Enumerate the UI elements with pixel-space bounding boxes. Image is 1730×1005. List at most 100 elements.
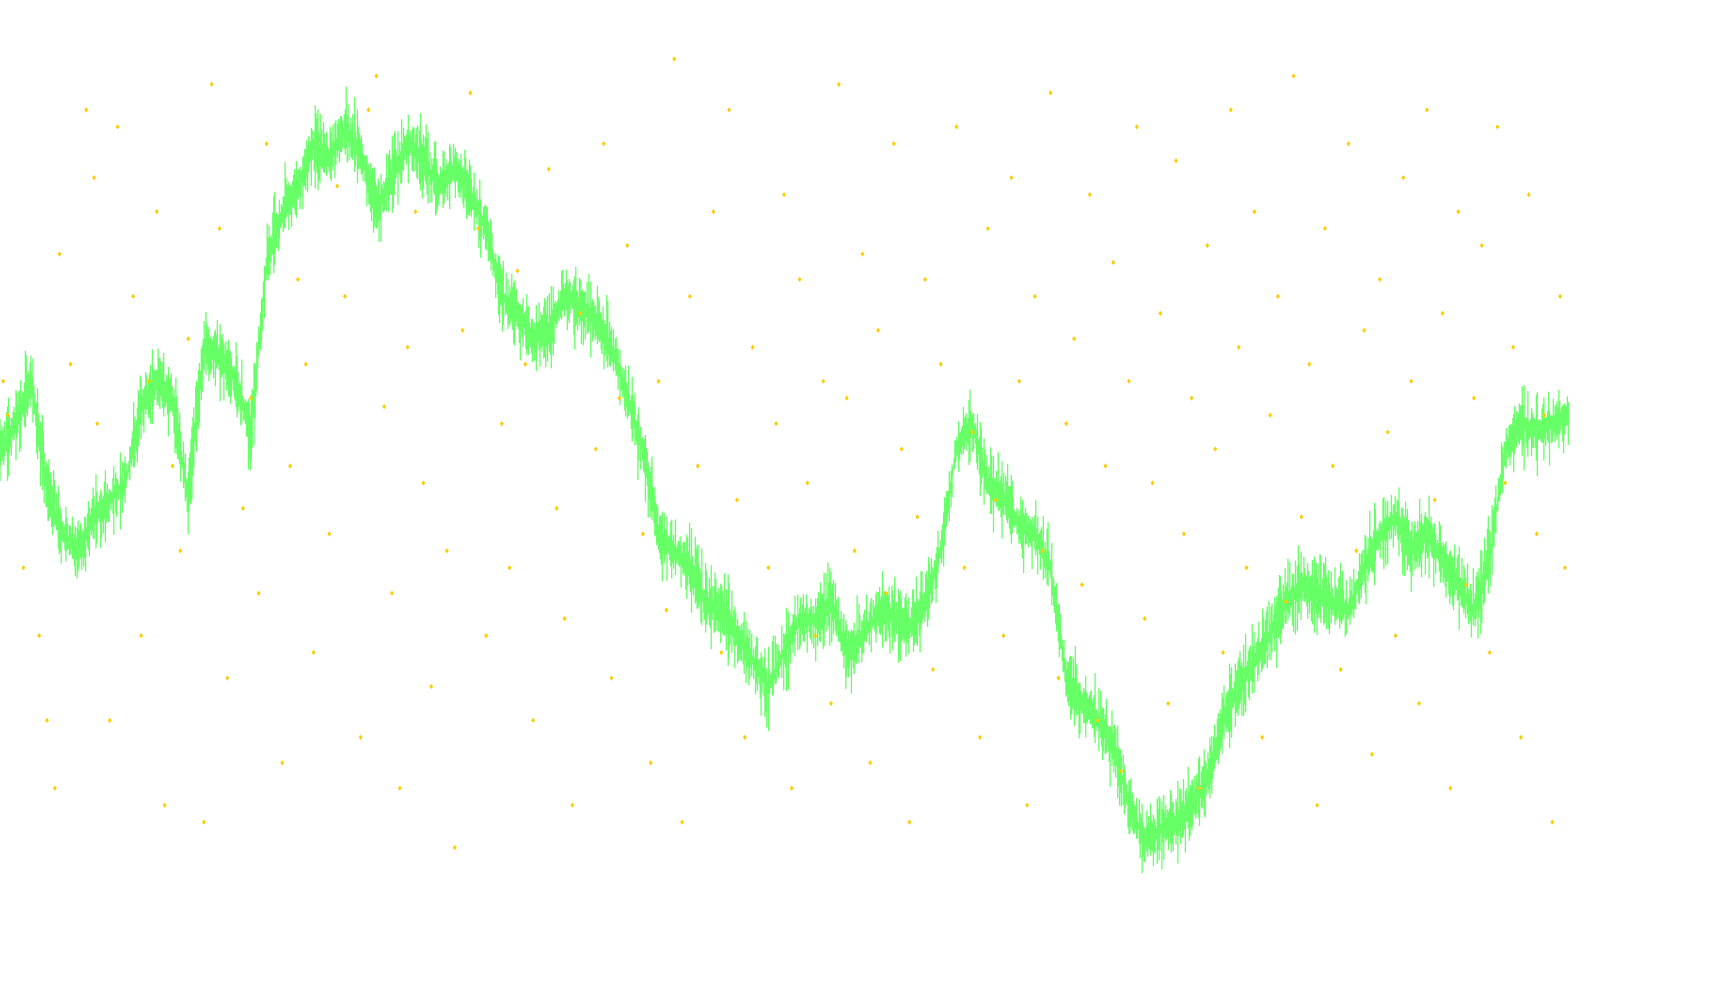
scatter-point (1299, 514, 1304, 520)
scatter-point (1268, 412, 1273, 418)
scatter-point (84, 107, 89, 113)
scatter-point (1189, 395, 1194, 401)
scatter-point (1064, 421, 1069, 427)
scatter-point (1236, 344, 1241, 350)
scatter-point (1471, 395, 1476, 401)
scatter-point (460, 327, 465, 333)
scatter-point (468, 90, 473, 96)
scatter-point (797, 276, 802, 283)
scatter-point (836, 81, 841, 87)
scatter-point (593, 446, 598, 452)
scatter-point (1401, 175, 1406, 181)
scatter-point (1174, 158, 1178, 164)
scatter-point (899, 446, 904, 452)
scatter-point (1534, 531, 1539, 537)
scatter-point (1323, 225, 1327, 232)
scatter-point (1464, 582, 1469, 588)
scatter-point (695, 463, 700, 469)
scatter-point (154, 209, 159, 215)
scatter-point (680, 819, 685, 825)
scatter-point (985, 225, 990, 232)
scatter-point (813, 633, 818, 639)
scatter-point (1095, 717, 1100, 723)
scatter-point (1158, 310, 1163, 316)
scatter-point (413, 209, 418, 215)
scatter-point (484, 633, 489, 639)
scatter-point (280, 760, 285, 766)
scatter-point (672, 56, 677, 62)
scatter-point (405, 344, 410, 350)
scatter-point (1558, 293, 1563, 299)
scatter-point (915, 514, 920, 520)
scatter-point (750, 344, 755, 350)
scatter-point (664, 607, 669, 613)
scatter-point (57, 251, 62, 257)
scatter-point (962, 565, 967, 571)
scatter-point (1087, 192, 1092, 198)
scatter-point (288, 463, 293, 469)
scatter-point (844, 395, 849, 401)
scatter-point (5, 412, 10, 418)
scatter-point (1181, 531, 1186, 537)
scatter-point (1119, 768, 1124, 774)
scatter-point (993, 497, 998, 503)
scatter-point (1495, 124, 1500, 130)
scatter-point (970, 429, 975, 435)
scatter-point (1393, 633, 1398, 639)
scatter-point (1048, 90, 1053, 96)
scatter-point (891, 141, 896, 147)
scatter-point (1275, 293, 1280, 299)
scatter-point (147, 378, 151, 384)
scatter-point (1377, 276, 1382, 283)
scatter-point (829, 700, 833, 707)
scatter-point (860, 251, 865, 257)
scatter-point (570, 802, 575, 808)
scatter-point (883, 590, 888, 596)
scatter-point (774, 421, 779, 427)
scatter-point (295, 276, 300, 283)
scatter-point (217, 225, 222, 232)
scatter-point (609, 675, 614, 681)
scatter-points-layer (1, 56, 1567, 851)
scatter-point (1040, 548, 1045, 554)
scatter-point (264, 141, 269, 147)
scatter-point (562, 616, 567, 622)
scatter-point (789, 785, 794, 791)
scatter-point (358, 734, 363, 740)
scatter-point (1417, 700, 1421, 707)
scatter-point (1562, 565, 1567, 571)
scatter-point (938, 361, 943, 367)
scatter-point (954, 124, 959, 130)
scatter-point (107, 717, 112, 723)
scatter-point (1205, 242, 1210, 249)
scatter-point (1017, 378, 1022, 384)
scatter-point (719, 649, 724, 656)
scatter-point (1197, 785, 1202, 791)
price-bars-layer (0, 86, 1569, 874)
scatter-point (1432, 497, 1437, 503)
scatter-point (178, 548, 183, 554)
scatter-point (209, 81, 214, 87)
scatter-point (1487, 649, 1492, 656)
scatter-point (766, 565, 771, 571)
scatter-point (476, 225, 481, 232)
scatter-point (248, 395, 253, 401)
scatter-point (742, 734, 747, 740)
scatter-point (1550, 819, 1555, 825)
scatter-point (1354, 548, 1359, 554)
scatter-point (656, 378, 661, 384)
scatter-point (876, 327, 881, 333)
scatter-point (390, 590, 394, 596)
scatter-point (1503, 480, 1508, 486)
scatter-point (1338, 666, 1343, 673)
scatter-point (311, 649, 316, 656)
scatter-point (170, 463, 175, 469)
scatter-point (1111, 259, 1116, 266)
scatter-point (499, 421, 504, 427)
scatter-point (782, 192, 786, 198)
scatter-point (444, 548, 449, 554)
scatter-point (45, 717, 49, 723)
scatter-point (907, 819, 912, 825)
scatter-point (241, 505, 245, 511)
